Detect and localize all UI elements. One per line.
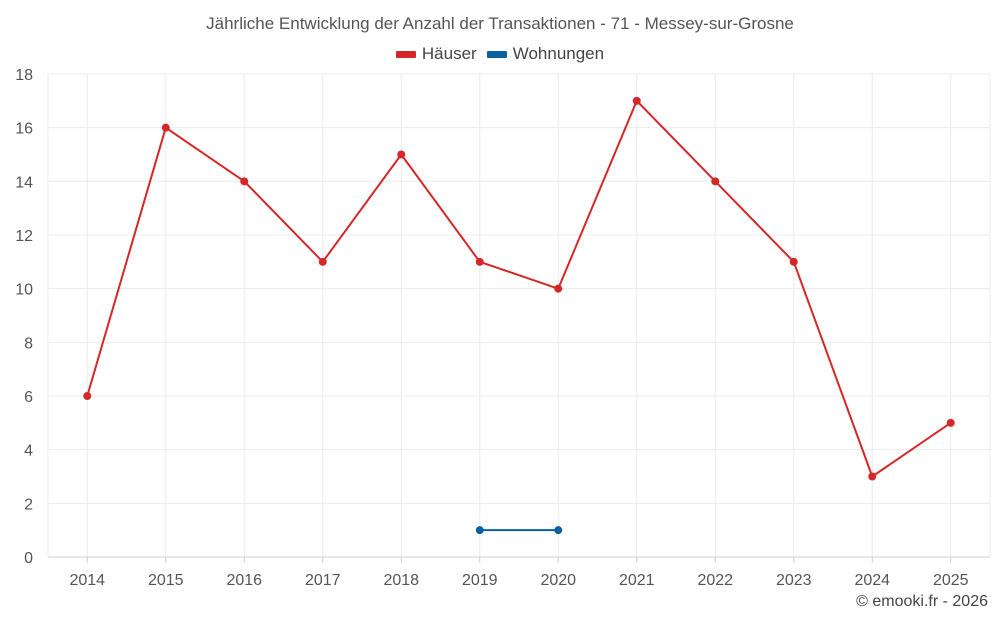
y-tick-label: 12 xyxy=(15,228,33,245)
x-tick-label: 2019 xyxy=(462,572,498,589)
x-tick-label: 2024 xyxy=(854,572,890,589)
x-tick-label: 2025 xyxy=(933,572,969,589)
y-tick-label: 0 xyxy=(24,550,33,567)
legend-swatch-haeuser xyxy=(395,50,416,58)
legend-swatch-wohnungen xyxy=(486,50,507,58)
y-tick-label: 16 xyxy=(15,121,33,138)
y-tick-label: 14 xyxy=(15,174,33,191)
legend: Häuser Wohnungen xyxy=(0,44,1000,64)
credit-text: © emooki.fr - 2026 xyxy=(856,593,988,610)
x-tick-label: 2022 xyxy=(697,572,733,589)
chart-title: Jährliche Entwicklung der Anzahl der Tra… xyxy=(206,14,794,33)
legend-item-haeuser[interactable]: Häuser xyxy=(395,44,477,64)
legend-item-wohnungen[interactable]: Wohnungen xyxy=(486,44,605,64)
x-tick-label: 2021 xyxy=(619,572,655,589)
y-tick-label: 8 xyxy=(24,335,33,352)
y-tick-label: 6 xyxy=(24,389,33,406)
x-tick-label: 2014 xyxy=(69,572,105,589)
legend-label-haeuser: Häuser xyxy=(421,44,477,63)
data-point-h-user xyxy=(83,392,92,400)
x-tick-label: 2016 xyxy=(226,572,262,589)
data-point-h-user xyxy=(789,257,798,266)
y-tick-label: 10 xyxy=(15,282,33,299)
data-point-h-user xyxy=(868,472,877,481)
data-point-h-user xyxy=(475,257,484,266)
data-point-h-user xyxy=(711,177,720,186)
y-tick-label: 4 xyxy=(24,443,33,460)
data-point-wohnungen xyxy=(475,526,484,535)
data-point-h-user xyxy=(632,96,641,105)
x-tick-label: 2015 xyxy=(148,572,184,589)
data-point-h-user xyxy=(240,177,249,186)
x-tick-label: 2023 xyxy=(776,572,812,589)
data-point-h-user xyxy=(554,284,563,293)
data-point-h-user xyxy=(318,257,327,266)
y-tick-label: 18 xyxy=(15,67,33,84)
data-point-h-user xyxy=(946,418,955,427)
y-tick-label: 2 xyxy=(24,496,33,513)
x-tick-label: 2020 xyxy=(540,572,576,589)
series-line-h-user xyxy=(86,99,952,478)
data-point-h-user xyxy=(397,150,406,159)
data-point-wohnungen xyxy=(554,526,563,535)
data-point-h-user xyxy=(161,123,170,132)
legend-label-wohnungen: Wohnungen xyxy=(512,44,605,63)
x-tick-label: 2017 xyxy=(305,572,341,589)
x-tick-label: 2018 xyxy=(383,572,419,589)
